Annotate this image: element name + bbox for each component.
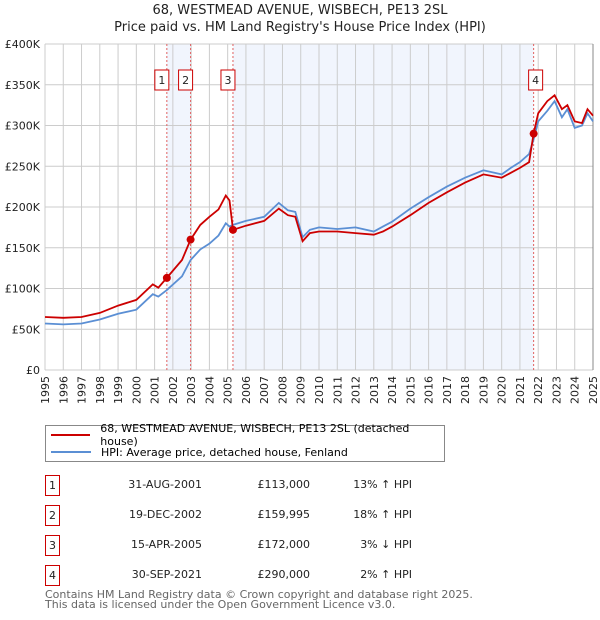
hpi-line xyxy=(44,99,594,326)
sale-point xyxy=(162,273,171,282)
transaction-date: 19-DEC-2002 xyxy=(128,508,202,521)
sale-label-box xyxy=(178,69,194,91)
y-tick-label: £150K xyxy=(5,242,41,255)
sale-label-box xyxy=(220,69,236,91)
transaction-number: 3 xyxy=(45,535,60,556)
x-tick-label: 1995 xyxy=(39,376,52,404)
sale-label: 2 xyxy=(182,74,189,87)
transaction-number: 2 xyxy=(45,505,60,526)
transaction-date: 31-AUG-2001 xyxy=(128,478,202,491)
sale-point xyxy=(228,225,237,234)
x-tick-label: 2004 xyxy=(203,376,216,404)
x-tick-label: 1997 xyxy=(76,376,89,404)
x-tick-label: 2000 xyxy=(130,376,143,404)
footer: Contains HM Land Registry data © Crown c… xyxy=(45,588,473,611)
x-tick-label: 2007 xyxy=(258,376,271,404)
transaction-row: 3 15-APR-2005 £172,000 3% ↓ HPI xyxy=(45,535,545,557)
transaction-price: £113,000 xyxy=(257,478,311,491)
x-tick-label: 2025 xyxy=(587,376,600,404)
x-tick-label: 2019 xyxy=(477,376,490,404)
sale-point xyxy=(186,235,195,244)
x-tick-label: 2012 xyxy=(350,376,363,404)
y-tick-label: £400K xyxy=(5,38,41,51)
transaction-number: 1 xyxy=(45,475,60,496)
x-tick-label: 2014 xyxy=(386,376,399,404)
x-tick-label: 2001 xyxy=(149,376,162,404)
x-tick-label: 2015 xyxy=(404,376,417,404)
y-tick-label: £100K xyxy=(5,283,41,296)
x-tick-label: 2013 xyxy=(368,376,381,404)
x-tick-label: 2009 xyxy=(295,376,308,404)
x-tick-label: 1999 xyxy=(112,376,125,404)
transaction-row: 2 19-DEC-2002 £159,995 18% ↑ HPI xyxy=(45,505,545,527)
transaction-price: £290,000 xyxy=(257,568,311,581)
legend-label: 68, WESTMEAD AVENUE, WISBECH, PE13 2SL (… xyxy=(100,422,410,448)
legend-item-hpi: HPI: Average price, detached house, Fenl… xyxy=(51,444,348,460)
chart-subtitle: Price paid vs. HM Land Registry's House … xyxy=(114,20,486,35)
x-tick-label: 2023 xyxy=(550,376,563,404)
x-tick-label: 2022 xyxy=(532,376,545,404)
sale-label: 4 xyxy=(532,74,539,87)
x-tick-label: 2008 xyxy=(276,376,289,404)
legend: 68, WESTMEAD AVENUE, WISBECH, PE13 2SL (… xyxy=(45,422,445,462)
footer-line: Contains HM Land Registry data © Crown c… xyxy=(45,588,473,601)
transaction-price: £172,000 xyxy=(257,538,311,551)
x-tick-label: 1996 xyxy=(57,376,70,404)
y-tick-label: £50K xyxy=(12,323,41,336)
transaction-date: 15-APR-2005 xyxy=(130,538,202,551)
transaction-hpi-diff: 2% ↑ HPI xyxy=(360,568,412,581)
y-tick-label: £200K xyxy=(5,201,41,214)
transaction-row: 1 31-AUG-2001 £113,000 13% ↑ HPI xyxy=(45,475,545,497)
transaction-number: 4 xyxy=(45,565,60,586)
x-tick-label: 2010 xyxy=(313,376,326,404)
x-tick-label: 2024 xyxy=(569,376,582,404)
legend-swatch-blue xyxy=(51,451,91,453)
x-tick-label: 2021 xyxy=(514,376,527,404)
transaction-date: 30-SEP-2021 xyxy=(131,568,202,581)
legend-item-property: 68, WESTMEAD AVENUE, WISBECH, PE13 2SL (… xyxy=(51,422,444,448)
sale-label-box xyxy=(154,69,170,91)
x-tick-label: 2020 xyxy=(496,376,509,404)
x-tick-label: 2011 xyxy=(331,376,344,404)
transaction-price: £159,995 xyxy=(257,508,311,521)
legend-label: HPI: Average price, detached house, Fenl… xyxy=(101,445,348,459)
y-tick-label: £350K xyxy=(5,79,41,92)
transaction-row: 4 30-SEP-2021 £290,000 2% ↑ HPI xyxy=(45,565,545,587)
sale-label-box xyxy=(528,69,544,91)
x-tick-label: 2017 xyxy=(441,376,454,404)
y-tick-label: £250K xyxy=(5,160,41,173)
transaction-hpi-diff: 18% ↑ HPI xyxy=(353,508,412,521)
y-tick-label: £0 xyxy=(26,364,40,377)
x-tick-label: 2006 xyxy=(240,376,253,404)
chart-title: 68, WESTMEAD AVENUE, WISBECH, PE13 2SL xyxy=(152,3,448,18)
sale-label: 3 xyxy=(224,74,231,87)
transaction-hpi-diff: 13% ↑ HPI xyxy=(353,478,412,491)
x-tick-label: 2018 xyxy=(459,376,472,404)
x-tick-label: 2005 xyxy=(222,376,235,404)
line-chart: 1995 1996 1997 1998 1999 2000 2001 2002 2003 2004… xyxy=(5,38,600,404)
x-tick-label: 1998 xyxy=(94,376,107,404)
x-tick-label: 2002 xyxy=(167,376,180,404)
x-tick-label: 2003 xyxy=(185,376,198,404)
x-tick-label: 2016 xyxy=(423,376,436,404)
transaction-hpi-diff: 3% ↓ HPI xyxy=(360,538,412,551)
legend-swatch-red xyxy=(51,434,91,436)
y-tick-label: £300K xyxy=(5,120,41,133)
sale-point xyxy=(529,129,538,138)
footer-line: This data is licensed under the Open Gov… xyxy=(45,598,396,611)
sale-label: 1 xyxy=(158,74,165,87)
